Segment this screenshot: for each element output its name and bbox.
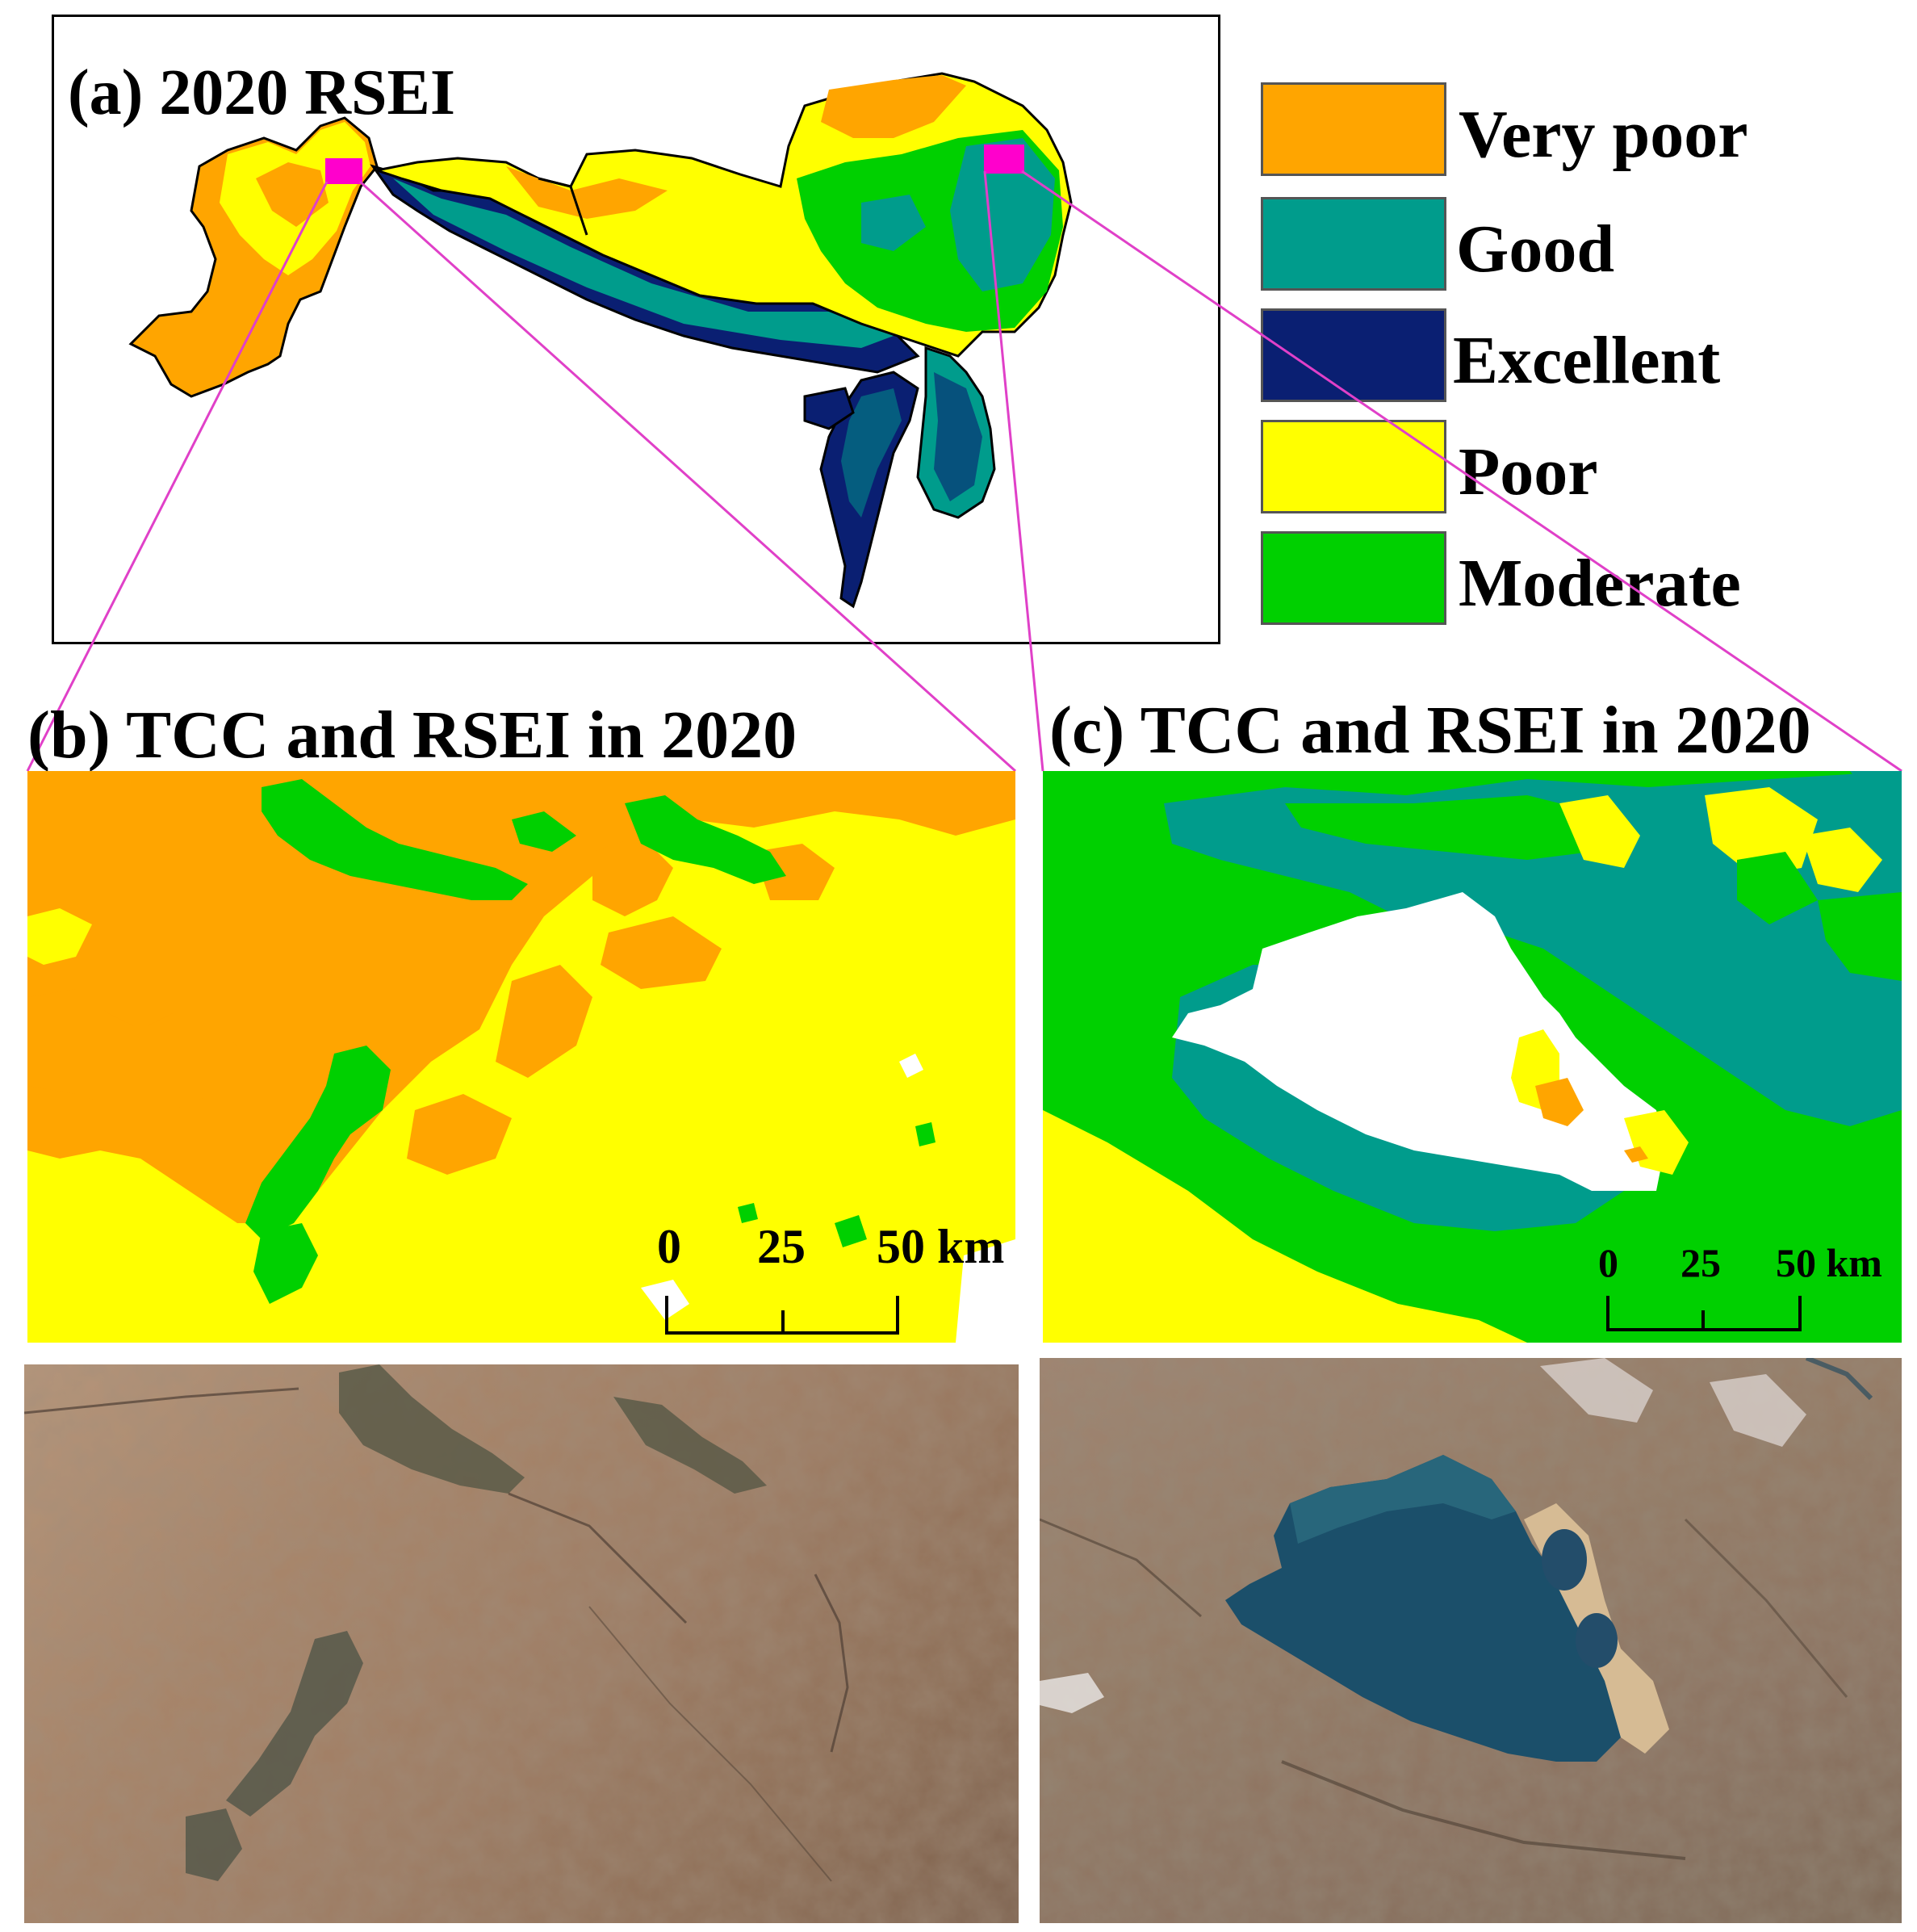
panel-b-satellite-raster [24, 1364, 1019, 1923]
scale-bar-b-label-25: 25 [757, 1220, 806, 1273]
highlight-box-b [325, 158, 362, 184]
legend-swatch [1261, 82, 1446, 176]
legend: Very poor Good Excellent Poor Moderate [1261, 82, 1810, 631]
legend-label: Poor [1459, 434, 1598, 509]
legend-swatch [1261, 531, 1446, 625]
panel-b-rsei-raster [27, 771, 1015, 1343]
lake-area [1172, 892, 1664, 1191]
legend-item-excellent: Excellent [1261, 308, 1761, 405]
legend-label: Excellent [1453, 323, 1721, 398]
scale-bar-c [1606, 1296, 1802, 1331]
legend-item-good: Good [1261, 197, 1761, 294]
scale-bar-c-label-50: 50 km [1776, 1240, 1882, 1285]
legend-swatch [1261, 420, 1446, 513]
panel-c-rsei-map: 0 25 50 km [1043, 771, 1902, 1343]
panel-c-satellite-image [1040, 1358, 1902, 1923]
legend-item-very-poor: Very poor [1261, 82, 1761, 179]
highlight-box-c [984, 145, 1024, 174]
panel-b-satellite-image [24, 1364, 1019, 1923]
legend-label: Very poor [1459, 97, 1748, 172]
panel-b-rsei-map: 0 25 50 km [27, 771, 1015, 1343]
legend-label: Good [1456, 212, 1615, 287]
legend-item-poor: Poor [1261, 420, 1761, 517]
panel-a-title: (a) 2020 RSEI [68, 57, 456, 128]
legend-item-moderate: Moderate [1261, 531, 1761, 628]
legend-swatch [1261, 308, 1446, 402]
legend-swatch [1261, 197, 1446, 291]
scale-bar-c-label-0: 0 [1598, 1240, 1618, 1285]
scale-bar-b-label-50: 50 km [877, 1220, 1005, 1273]
panel-c-rsei-raster [1043, 771, 1902, 1343]
legend-label: Moderate [1459, 546, 1741, 621]
scale-bar-b-label-0: 0 [657, 1220, 681, 1273]
scale-bar-c-label-25: 25 [1681, 1240, 1721, 1285]
panel-c-title: (c) TCC and RSEI in 2020 [1049, 693, 1811, 768]
scale-bar-b [665, 1296, 899, 1335]
panel-b-title: (b) TCC and RSEI in 2020 [27, 698, 797, 773]
panel-c-satellite-raster [1040, 1358, 1902, 1923]
